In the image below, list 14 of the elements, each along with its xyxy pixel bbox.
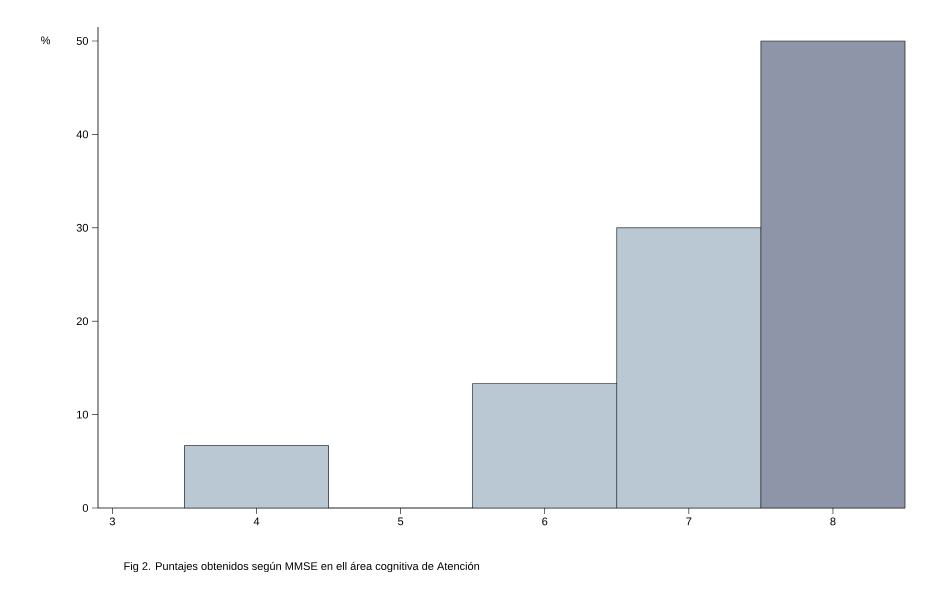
y-tick-label: 50 <box>76 37 88 45</box>
x-tick-label: 5 <box>398 518 404 526</box>
y-tick-label: 20 <box>76 317 88 326</box>
x-tick-label: 6 <box>542 518 548 526</box>
x-tick-label: 8 <box>830 518 836 526</box>
y-axis-title: % <box>41 36 50 44</box>
y-tick-label: 0 <box>82 504 88 512</box>
x-tick-label: 3 <box>110 518 115 526</box>
y-tick-label: 40 <box>76 130 88 138</box>
x-tick-label: 7 <box>686 518 692 526</box>
y-tick-label: 30 <box>76 224 88 232</box>
x-tick-label: 4 <box>254 518 260 526</box>
caption: Fig 2. Puntajes obtenidos según MMSE en ell área cognitiva de Atención <box>124 562 480 572</box>
y-tick-label: 10 <box>77 410 88 418</box>
